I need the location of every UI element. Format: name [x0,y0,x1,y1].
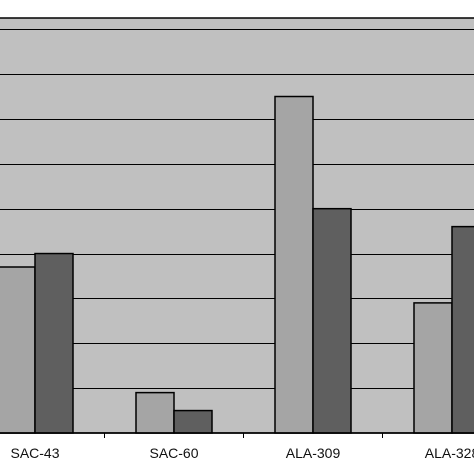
x-axis [0,432,474,438]
x-tick-labels: SAC-43 SAC-60 ALA-309 ALA-328 [10,445,474,461]
bar-sac-43-series-2 [34,252,74,434]
plot-area [0,17,474,434]
x-tick-label-sac-60: SAC-60 [149,445,198,461]
bar-ala-309-series-2 [312,207,352,434]
bars [0,95,474,434]
x-tick-label-ala-328: ALA-328 [425,445,474,461]
bar-sac-43-series-1 [0,266,36,434]
bar-ala-328-series-2 [451,225,474,434]
bar-ala-328-series-1 [413,302,453,434]
x-tick-label-sac-43: SAC-43 [10,445,59,461]
x-tick-label-ala-309: ALA-309 [286,445,341,461]
bar-sac-60-series-1 [135,391,175,434]
bar-sac-60-series-2 [173,409,213,434]
bar-ala-309-series-1 [274,95,314,434]
